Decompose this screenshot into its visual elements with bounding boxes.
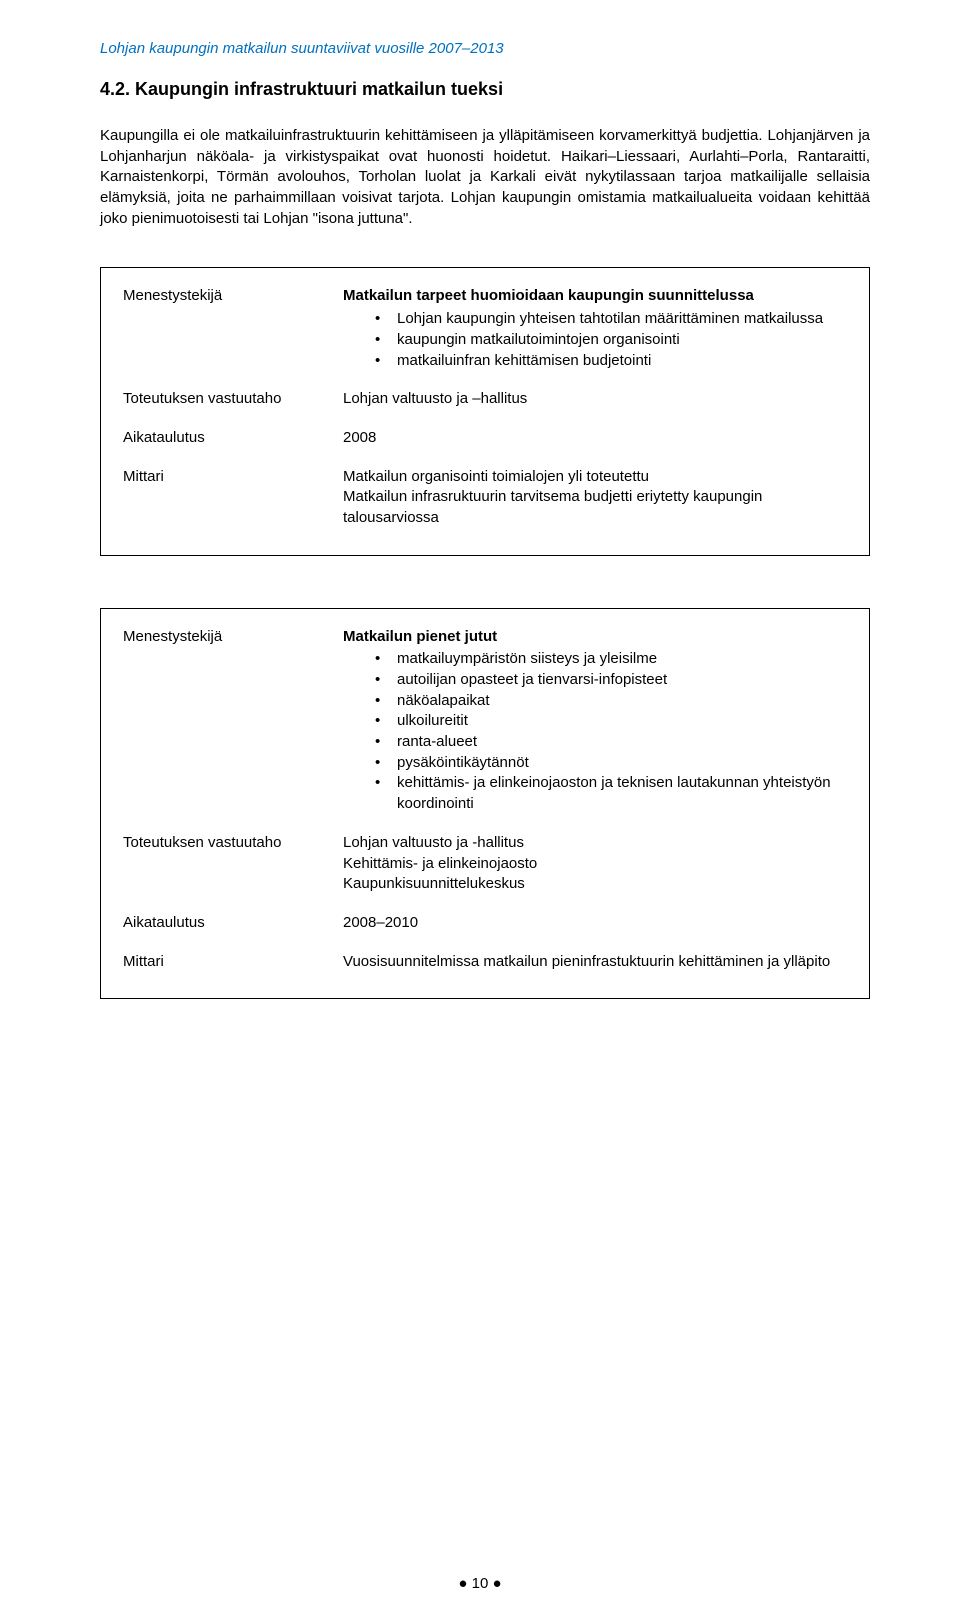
list-item: kaupungin matkailutoimintojen organisoin… [375, 330, 847, 351]
list-item: pysäköintikäytännöt [375, 753, 847, 774]
value-aikataulutus: 2008 [343, 428, 847, 449]
list-item: näköalapaikat [375, 691, 847, 712]
label-aikataulutus: Aikataulutus [123, 913, 343, 934]
value-menestystekija: Matkailun pienet jutut matkailuympäristö… [343, 627, 847, 815]
row-aikataulutus: Aikataulutus 2008 [123, 428, 847, 449]
list-item: ulkoilureitit [375, 711, 847, 732]
info-box-1: Menestystekijä Matkailun tarpeet huomioi… [100, 267, 870, 555]
value-toteutus: Lohjan valtuusto ja –hallitus [343, 389, 847, 410]
bullet-left: ● [458, 1575, 467, 1592]
list-item: autoilijan opasteet ja tienvarsi-infopis… [375, 670, 847, 691]
row-menestystekija: Menestystekijä Matkailun tarpeet huomioi… [123, 286, 847, 371]
bullet-list: Lohjan kaupungin yhteisen tahtotilan mää… [343, 309, 847, 371]
row-aikataulutus: Aikataulutus 2008–2010 [123, 913, 847, 934]
running-header: Lohjan kaupungin matkailun suuntaviivat … [100, 40, 870, 57]
section-paragraph: Kaupungilla ei ole matkailuinfrastruktuu… [100, 126, 870, 229]
row-menestystekija: Menestystekijä Matkailun pienet jutut ma… [123, 627, 847, 815]
value-mittari: Vuosisuunnitelmissa matkailun pieninfras… [343, 952, 847, 973]
label-menestystekija: Menestystekijä [123, 627, 343, 815]
list-item: matkailuinfran kehittämisen budjetointi [375, 351, 847, 372]
value-menestystekija: Matkailun tarpeet huomioidaan kaupungin … [343, 286, 847, 371]
row-mittari: Mittari Matkailun organisointi toimialoj… [123, 467, 847, 529]
row-toteutus: Toteutuksen vastuutaho Lohjan valtuusto … [123, 389, 847, 410]
label-mittari: Mittari [123, 952, 343, 973]
value-aikataulutus: 2008–2010 [343, 913, 847, 934]
value-toteutus: Lohjan valtuusto ja -hallitusKehittämis-… [343, 833, 847, 895]
list-item: matkailuympäristön siisteys ja yleisilme [375, 649, 847, 670]
section-heading: 4.2. Kaupungin infrastruktuuri matkailun… [100, 79, 870, 100]
info-box-2: Menestystekijä Matkailun pienet jutut ma… [100, 608, 870, 1000]
list-item: ranta-alueet [375, 732, 847, 753]
label-mittari: Mittari [123, 467, 343, 529]
label-aikataulutus: Aikataulutus [123, 428, 343, 449]
page-number: ● 10 ● [0, 1575, 960, 1592]
lead-text: Matkailun tarpeet huomioidaan kaupungin … [343, 286, 847, 307]
page-number-value: 10 [472, 1575, 489, 1592]
row-toteutus: Toteutuksen vastuutaho Lohjan valtuusto … [123, 833, 847, 895]
value-mittari: Matkailun organisointi toimialojen yli t… [343, 467, 847, 529]
bullet-right: ● [493, 1575, 502, 1592]
label-toteutus: Toteutuksen vastuutaho [123, 833, 343, 895]
list-item: Lohjan kaupungin yhteisen tahtotilan mää… [375, 309, 847, 330]
row-mittari: Mittari Vuosisuunnitelmissa matkailun pi… [123, 952, 847, 973]
bullet-list: matkailuympäristön siisteys ja yleisilme… [343, 649, 847, 815]
label-toteutus: Toteutuksen vastuutaho [123, 389, 343, 410]
list-item: kehittämis- ja elinkeinojaoston ja tekni… [375, 773, 847, 814]
lead-text: Matkailun pienet jutut [343, 628, 497, 645]
label-menestystekija: Menestystekijä [123, 286, 343, 371]
